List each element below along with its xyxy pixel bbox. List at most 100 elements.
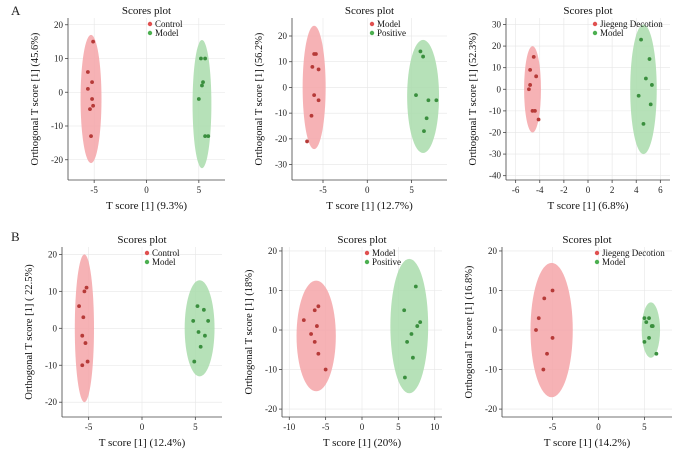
data-point-red [316,67,321,72]
data-point-red [533,108,537,113]
data-point-red [309,113,314,118]
data-point-green [418,49,423,54]
panel-label-b: B [11,229,20,244]
data-point-red [85,86,90,91]
data-point-red [81,315,86,320]
x-tick-label: -4 [536,185,544,195]
data-point-red [90,97,94,101]
legend-marker-green [369,30,375,36]
y-tick-label: 10 [492,63,502,73]
data-point-green [422,129,426,134]
data-point-red [89,134,93,139]
data-point-red [323,367,328,372]
y-tick-label: -20 [45,397,57,407]
data-point-green [643,76,648,81]
data-point-red [91,103,96,108]
data-point-red [536,316,541,321]
data-point-green [196,330,201,334]
y-tick-label: 0 [493,325,498,335]
x-tick-label: -5 [90,185,98,195]
data-point-green [198,344,203,349]
chart-title: Scores plot [563,5,612,17]
data-point-red [80,363,85,368]
data-point-red [316,304,321,309]
data-point-green [206,134,211,139]
data-point-red [80,333,85,338]
legend-label: Control [152,248,180,258]
y-tick-label: -10 [265,365,277,375]
x-axis-label: T score [1] (9.3%) [106,200,187,212]
data-point-green [200,83,204,88]
y-tick-label: -10 [485,365,497,375]
y-tick-label: -10 [51,121,63,131]
data-point-red [531,54,536,59]
data-point-green [191,319,196,323]
x-tick-label: 5 [642,422,647,432]
x-axis-label: T score [1] (20%) [323,437,402,449]
confidence-ellipse-green [630,24,657,155]
y-tick-label: 30 [492,19,502,29]
x-tick-label: 0 [360,422,365,432]
data-point-red [88,107,92,112]
data-point-green [199,56,203,61]
y-tick-label: 0 [283,82,288,92]
data-point-green [192,359,197,364]
data-point-green [644,320,649,325]
legend-label: Jiegeng Decotion [600,19,663,29]
y-tick-label: 20 [278,31,288,41]
data-point-green [402,308,407,313]
data-point-red [305,139,309,144]
data-point-green [203,333,207,338]
data-point-green [418,320,423,325]
confidence-ellipse-red [74,254,94,403]
x-tick-label: 0 [144,185,149,195]
y-tick-label: -20 [489,127,501,137]
y-axis-label: Orthogonal T score [1] (52.3%) [468,32,479,165]
legend-marker-red [592,21,598,27]
data-point-green [424,116,429,121]
y-tick-label: -40 [489,171,501,181]
data-point-red [316,98,321,103]
data-point-green [641,121,646,126]
data-point-red [91,39,96,44]
data-point-red [550,336,555,340]
scores-plot-6: -5 0 5 -20 -10 0 10 20 Scores plot T score [1] (1… [464,234,672,449]
data-point-red [310,64,315,69]
data-point-green [654,351,659,356]
data-point-green [636,93,641,98]
x-axis-label: T score [1] (12.4%) [99,437,186,449]
y-tick-label: 10 [268,285,278,295]
data-point-red [528,67,533,72]
x-tick-label: 5 [197,185,202,195]
data-point-red [316,351,321,356]
x-tick-label: 6 [658,185,663,195]
data-point-red [309,332,313,336]
legend-label: Model [372,248,396,258]
data-point-green [405,339,409,344]
y-tick-label: 20 [488,246,498,256]
confidence-ellipse-green [407,39,440,153]
data-point-green [639,37,643,42]
data-point-green [206,319,211,323]
confidence-ellipse-red [302,25,326,150]
data-point-red [312,308,317,313]
x-tick-label: -5 [85,422,93,432]
data-point-red [536,117,541,122]
data-point-red [528,83,533,87]
data-point-red [312,339,317,344]
data-point-green [434,98,439,103]
y-tick-label: 20 [54,20,64,30]
data-point-green [403,375,407,380]
data-point-green [426,98,431,103]
y-tick-label: -20 [275,134,287,144]
x-tick-label: 0 [140,422,145,432]
data-point-red [312,93,317,98]
data-point-red [314,52,318,56]
data-point-red [85,70,90,74]
x-tick-label: 0 [586,185,591,195]
